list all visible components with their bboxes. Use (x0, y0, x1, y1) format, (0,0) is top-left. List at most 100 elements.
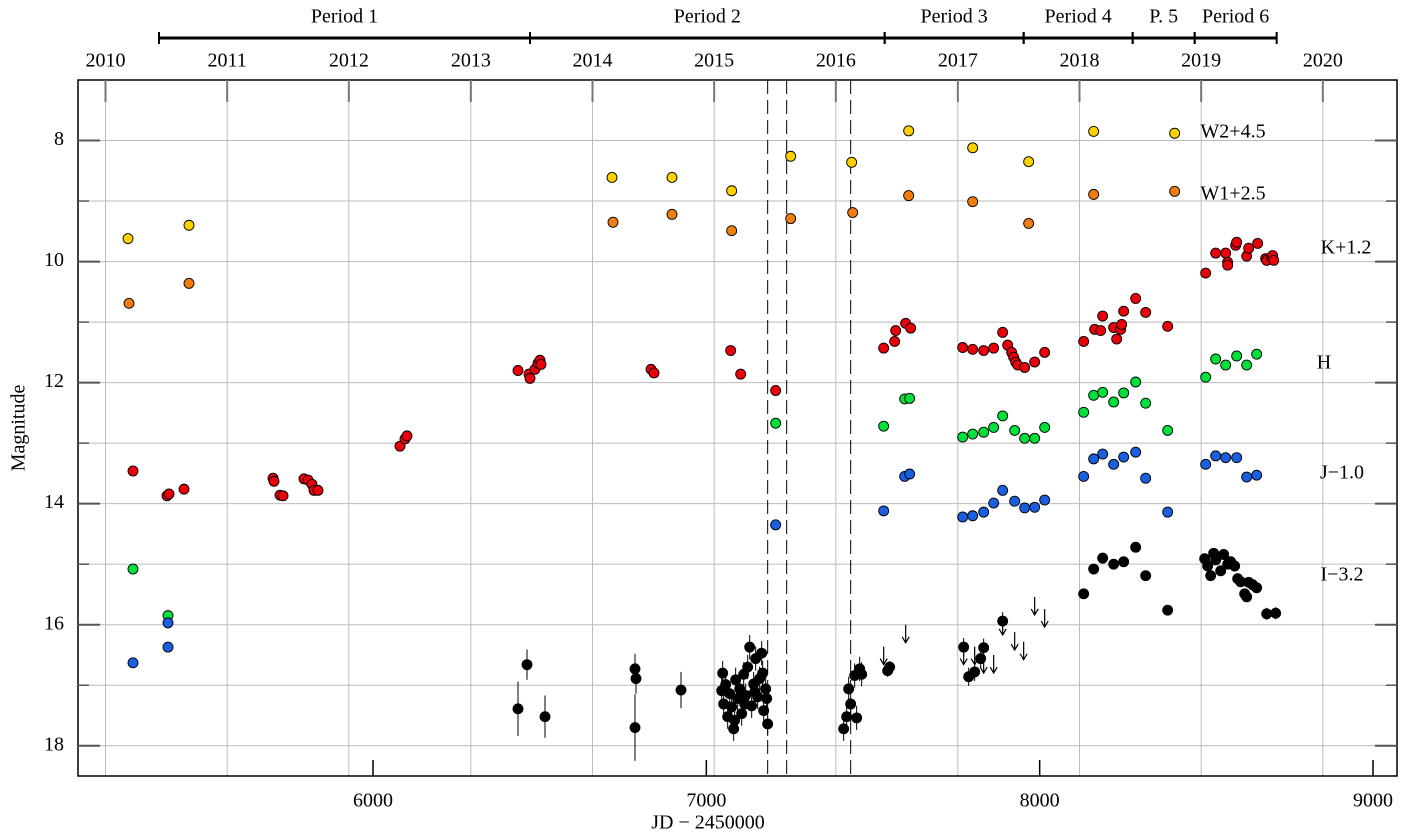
data-point (720, 679, 732, 691)
data-point (648, 367, 660, 379)
x-axis-label: JD − 2450000 (651, 812, 765, 834)
data-point (1009, 495, 1021, 507)
data-point (1116, 319, 1128, 330)
data-point (1140, 306, 1152, 318)
data-point (1268, 254, 1280, 266)
data-point (988, 497, 1000, 509)
data-point (856, 668, 868, 680)
data-point (512, 703, 524, 715)
data-point (1023, 217, 1035, 229)
data-point (1078, 470, 1090, 482)
data-point (770, 519, 782, 531)
upper-limit (970, 646, 979, 666)
data-point (162, 641, 174, 653)
data-point (1009, 424, 1021, 436)
data-point (1210, 554, 1222, 566)
data-point (666, 208, 678, 220)
data-point (1243, 242, 1255, 254)
upper-limit (1019, 641, 1028, 661)
series-label: W2+4.5 (1200, 121, 1265, 143)
x-tick-label: 9000 (1353, 790, 1393, 812)
top-tick-label: 2010 (86, 50, 126, 72)
data-point (1162, 424, 1174, 436)
data-point (757, 667, 769, 679)
data-point (978, 642, 990, 654)
data-point (1169, 185, 1181, 197)
data-point (122, 233, 134, 245)
data-point (1118, 451, 1130, 463)
data-point (997, 484, 1009, 496)
y-tick-label: 8 (54, 128, 64, 150)
data-point (1241, 471, 1253, 483)
period-label: Period 4 (1045, 6, 1112, 28)
data-point (841, 711, 853, 723)
data-point (1108, 558, 1120, 570)
period-label: P. 5 (1149, 6, 1178, 28)
data-point (978, 345, 990, 356)
data-point (1019, 432, 1031, 444)
data-point (1220, 359, 1232, 371)
data-point (1200, 371, 1212, 383)
y-tick-label: 14 (44, 491, 64, 513)
data-point (1118, 556, 1130, 568)
top-tick-label: 2012 (329, 50, 369, 72)
data-point (1241, 359, 1253, 371)
data-point (903, 190, 915, 202)
data-point (127, 563, 139, 575)
data-point (1202, 560, 1214, 572)
data-point (762, 718, 774, 730)
series-label: I−3.2 (1321, 564, 1364, 586)
top-tick-label: 2013 (451, 50, 491, 72)
data-point (729, 714, 741, 726)
data-point (1241, 591, 1253, 603)
data-point (903, 125, 915, 137)
upper-limit (959, 646, 968, 666)
y-axis-label: Magnitude (8, 385, 30, 472)
data-point (1231, 350, 1243, 362)
data-point (1200, 267, 1212, 279)
data-point (539, 711, 551, 723)
data-point (735, 368, 747, 380)
data-point (843, 683, 855, 695)
data-point (1162, 506, 1174, 518)
period-label: Period 3 (921, 6, 988, 28)
data-point (1231, 236, 1243, 248)
data-point (1231, 452, 1243, 464)
data-point (1023, 156, 1035, 168)
data-point (1220, 452, 1232, 464)
data-point (1130, 541, 1142, 553)
data-point (1088, 389, 1100, 401)
data-point (1210, 247, 1222, 259)
data-point (1108, 396, 1120, 408)
data-point (127, 657, 139, 669)
data-point (761, 693, 773, 704)
data-point (162, 617, 174, 629)
data-point (1169, 127, 1181, 139)
data-point (1118, 305, 1130, 317)
data-point (978, 426, 990, 438)
data-point (878, 342, 890, 354)
data-point (756, 647, 768, 659)
top-tick-label: 2015 (694, 50, 734, 72)
data-point (736, 708, 748, 720)
data-point (726, 185, 738, 197)
data-point (904, 392, 916, 404)
data-point (1130, 446, 1142, 458)
data-point (312, 484, 324, 496)
upper-limit (879, 646, 888, 666)
period-label: Period 2 (674, 6, 741, 28)
data-point (878, 505, 890, 517)
data-point (725, 345, 737, 356)
data-point (1097, 386, 1109, 398)
data-point (127, 465, 139, 477)
data-point (988, 342, 1000, 354)
data-point (739, 698, 751, 710)
data-point (969, 666, 981, 678)
data-point (884, 661, 896, 673)
top-tick-label: 2019 (1181, 50, 1221, 72)
data-point (1162, 320, 1174, 332)
data-point (1097, 310, 1109, 322)
y-tick-label: 18 (44, 733, 64, 755)
data-point (967, 343, 979, 355)
